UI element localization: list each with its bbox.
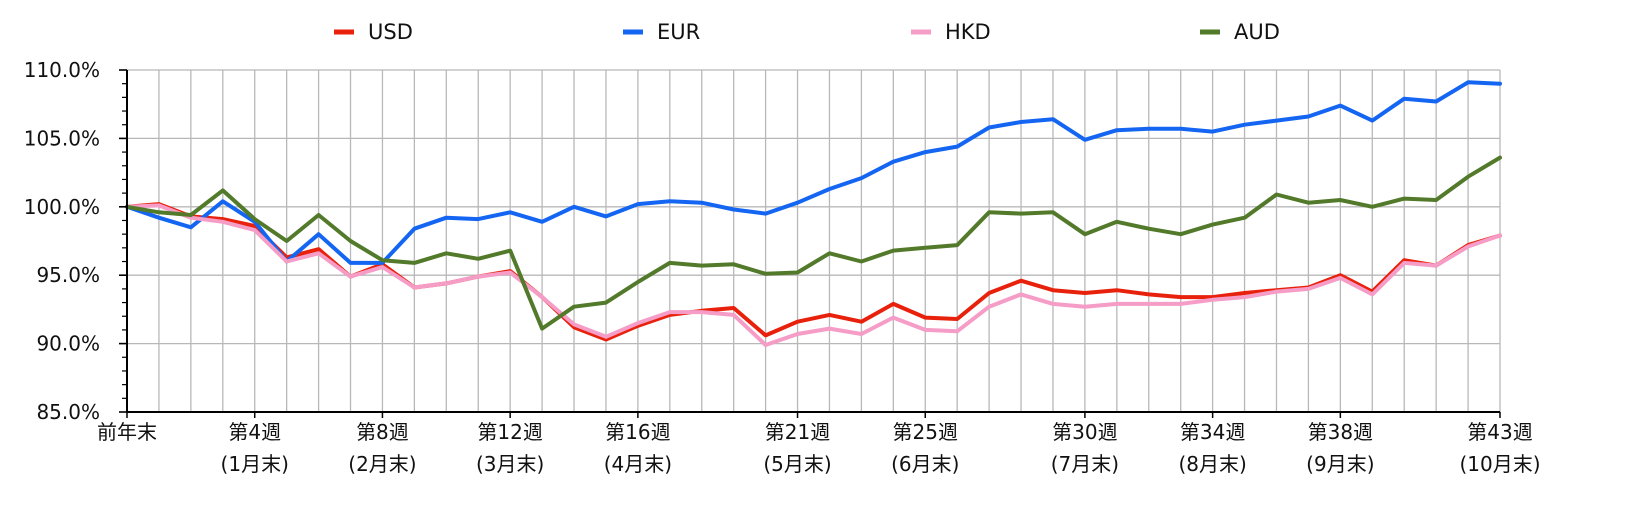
x-tick-sublabel: (3月末)	[476, 452, 544, 476]
y-tick-label: 95.0%	[36, 263, 100, 287]
y-tick-label: 90.0%	[36, 332, 100, 356]
grid	[127, 69, 1501, 412]
series-line-aud	[125, 155, 1502, 331]
y-tick-label: 100.0%	[24, 195, 100, 219]
x-tick-label: 第21週	[765, 420, 830, 444]
x-tick-sublabel: (7月末)	[1051, 452, 1119, 476]
series-line-eur	[125, 80, 1502, 265]
x-tick-label: 第4週	[228, 420, 281, 444]
x-tick-sublabel: (5月末)	[763, 452, 831, 476]
legend-item-usd: USD	[334, 20, 413, 44]
x-tick-sublabel: (6月末)	[891, 452, 959, 476]
legend-item-eur: EUR	[623, 20, 700, 44]
x-tick-sublabel: (9月末)	[1306, 452, 1374, 476]
x-tick-sublabel: (4月末)	[604, 452, 672, 476]
x-tick-sublabel: (2月末)	[348, 452, 416, 476]
y-tick-label: 105.0%	[24, 126, 100, 150]
legend-label: AUD	[1234, 20, 1280, 44]
series-lines	[125, 80, 1502, 347]
y-tick-label: 85.0%	[36, 400, 100, 424]
x-tick-label: 第16週	[605, 420, 670, 444]
x-tick-label: 第43週	[1467, 420, 1532, 444]
series-line-hkd	[125, 203, 1502, 347]
y-tick-label: 110.0%	[24, 58, 100, 82]
legend-label: USD	[368, 20, 413, 44]
legend-item-hkd: HKD	[911, 20, 991, 44]
legend-label: HKD	[945, 20, 991, 44]
x-tick-label: 第38週	[1308, 420, 1373, 444]
x-tick-label: 第25週	[893, 420, 958, 444]
x-tick-label: 第30週	[1052, 420, 1117, 444]
axes	[119, 69, 1501, 418]
x-tick-label: 第8週	[356, 420, 409, 444]
legend-label: EUR	[657, 20, 700, 44]
x-tick-label: 前年末	[97, 420, 157, 444]
x-tick-sublabel: (10月末)	[1459, 452, 1540, 476]
x-tick-sublabel: (8月末)	[1178, 452, 1246, 476]
x-tick-sublabel: (1月末)	[221, 452, 289, 476]
x-tick-label: 第12週	[477, 420, 542, 444]
y-axis-ticks: 110.0% 105.0% 100.0% 95.0% 90.0% 85.0%	[24, 58, 100, 424]
legend: USD EUR HKD AUD	[334, 20, 1280, 44]
x-axis-ticks: 前年末 第4週 (1月末) 第8週 (2月末) 第12週 (3月末) 第16週 (4月末) 第21…	[97, 420, 1541, 476]
x-tick-label: 第34週	[1180, 420, 1245, 444]
legend-item-aud: AUD	[1200, 20, 1280, 44]
